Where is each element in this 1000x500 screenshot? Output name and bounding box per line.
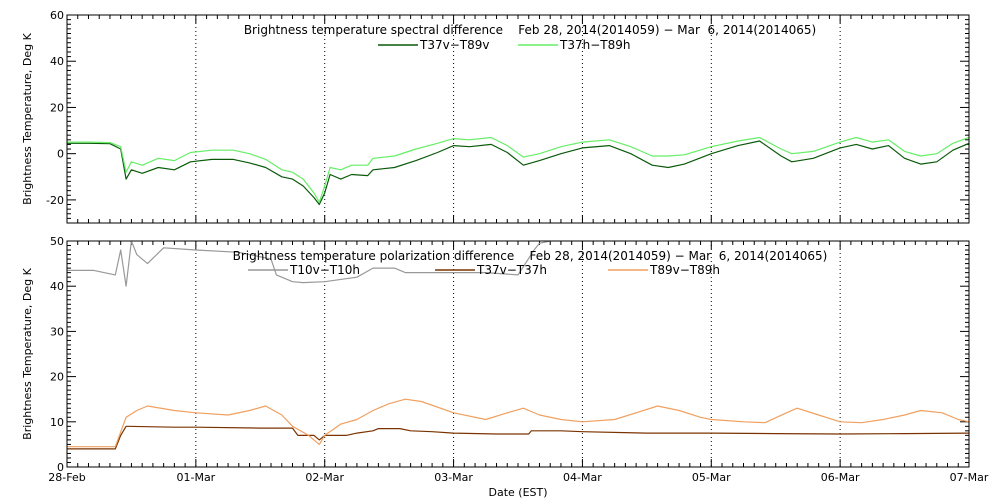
y-tick-label: 40 [50, 280, 64, 293]
x-tick-label: 07-Mar [950, 471, 989, 484]
legend-label: T37v−T37h [476, 263, 547, 277]
series-line [67, 425, 969, 450]
y-axis-title: Brightness Temperature, Deg K [21, 267, 34, 439]
spectral-difference-panel: -20 0 20 40 60 Brightness Temperature, Deg K B… [21, 9, 970, 224]
series-line [67, 398, 969, 448]
y-tick-label: 20 [50, 101, 64, 114]
x-tick-label: 06-Mar [821, 471, 860, 484]
y-tick-label: 20 [50, 371, 64, 384]
legend-label: T89v−T89h [649, 263, 720, 277]
plot-frame [66, 240, 970, 468]
x-tick-label: 01-Mar [176, 471, 215, 484]
y-axis-title: Brightness Temperature, Deg K [21, 32, 34, 204]
y-tick-label: 10 [50, 416, 64, 429]
y-tick-label: 50 [50, 235, 64, 248]
chart-title: Brightness temperature spectral differen… [244, 23, 816, 37]
x-tick-label: 28-Feb [48, 471, 85, 484]
chart-title: Brightness temperature polarization diff… [233, 249, 828, 263]
polarization-difference-panel: 0 10 20 30 40 50 28-Feb 01-Mar 02-Mar 03-Mar 04-Ma… [21, 235, 989, 484]
x-axis-title: Date (EST) [488, 486, 547, 499]
series-line [67, 136, 969, 203]
x-tick-label: 02-Mar [305, 471, 344, 484]
series-line [67, 140, 969, 206]
y-tick-label: 40 [50, 55, 64, 68]
y-tick-label: 0 [57, 148, 64, 161]
x-tick-label: 04-Mar [563, 471, 602, 484]
y-tick-label: -20 [46, 194, 64, 207]
legend-label: T37h−T89h [559, 38, 630, 52]
plot-frame [66, 14, 970, 224]
x-tick-label: 03-Mar [434, 471, 473, 484]
legend-label: T10v−T10h [289, 263, 360, 277]
legend-label: T37v−T89v [419, 38, 489, 52]
y-tick-label: 60 [50, 9, 64, 22]
y-tick-label: 30 [50, 325, 64, 338]
series-line [67, 241, 551, 287]
series-group [67, 241, 969, 450]
x-tick-label: 05-Mar [692, 471, 731, 484]
series-group [67, 136, 969, 206]
y-tick-label: 0 [57, 461, 64, 474]
